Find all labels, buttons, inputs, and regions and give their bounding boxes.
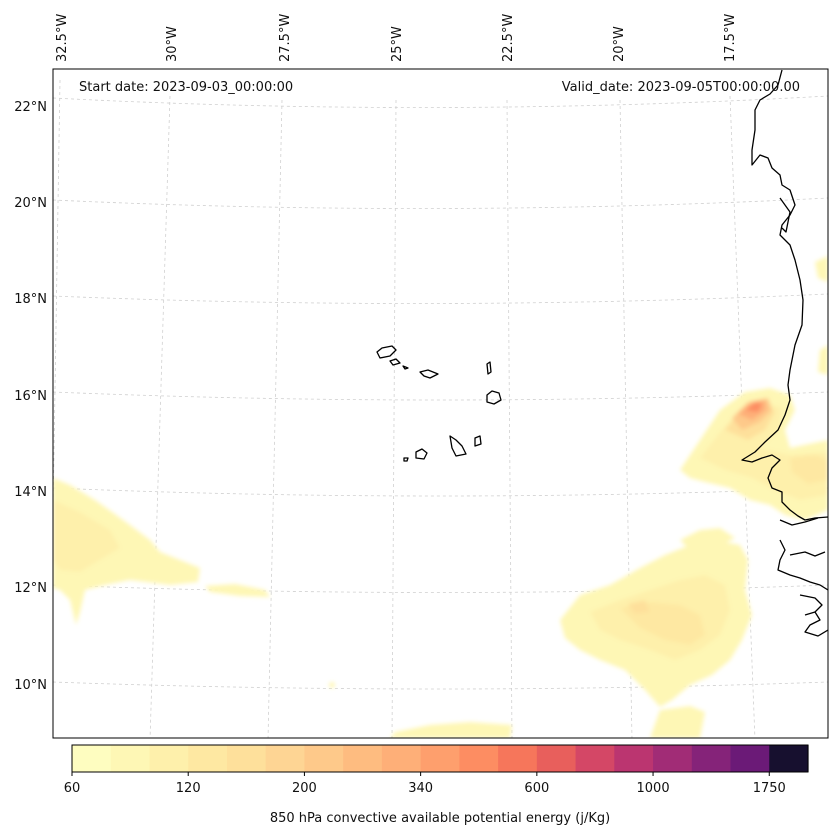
colorbar-segment xyxy=(536,745,577,772)
island-maio xyxy=(474,435,482,447)
lat-label: 14°N xyxy=(14,485,47,500)
lat-label: 18°N xyxy=(14,292,47,307)
island-boa-vista xyxy=(486,390,502,405)
map-frame xyxy=(52,68,829,739)
lon-label: 22.5°W xyxy=(501,14,516,62)
coastlines xyxy=(376,69,828,637)
colorbar-segment xyxy=(343,745,383,772)
colorbar-segment xyxy=(110,745,151,772)
colorbar-segment xyxy=(730,745,770,772)
lon-label: 25°W xyxy=(390,26,405,62)
island-sao-vicente xyxy=(389,358,401,366)
colorbar-tick-label: 60 xyxy=(64,781,81,796)
cape-region-northeast xyxy=(680,256,828,520)
cape-region-west xyxy=(53,478,335,688)
colorbar-segment xyxy=(653,745,693,772)
lat-label: 12°N xyxy=(14,581,47,596)
colorbar-segment xyxy=(769,745,809,772)
colorbar-tick-label: 600 xyxy=(524,781,549,796)
island-sal xyxy=(486,361,492,375)
island-santiago xyxy=(449,435,467,457)
colorbar-segment xyxy=(420,745,460,772)
gridlines xyxy=(53,79,828,738)
start-date-label: Start date: 2023-09-03_00:00:00 xyxy=(79,80,293,95)
cape-region-south xyxy=(390,706,705,738)
colorbar-segment xyxy=(149,745,189,772)
island-fogo xyxy=(415,448,428,460)
colorbar-tick-label: 1000 xyxy=(637,781,670,796)
africa-coastline xyxy=(741,69,828,521)
island-sao-nicolau xyxy=(419,369,439,379)
lon-label: 32.5°W xyxy=(55,14,70,62)
colorbar-tick-label: 1750 xyxy=(753,781,786,796)
colorbar-tick-label: 200 xyxy=(292,781,317,796)
valid-date-label: Valid_date: 2023-09-05T00:00:00.00 xyxy=(562,80,800,95)
colorbar-segment xyxy=(72,745,112,772)
longitude-labels: 32.5°W 30°W 27.5°W 25°W 22.5°W 20°W 17.5… xyxy=(55,14,738,62)
island-brava xyxy=(403,457,409,462)
colorbar-tick-label: 120 xyxy=(176,781,201,796)
lon-label: 17.5°W xyxy=(723,14,738,62)
colorbar-segment xyxy=(614,745,654,772)
colorbar-segment xyxy=(381,745,422,772)
colorbar-segment xyxy=(226,745,267,772)
lat-label: 16°N xyxy=(14,389,47,404)
cape-region-southeast xyxy=(560,528,752,707)
lat-label: 22°N xyxy=(14,100,47,115)
cape-field xyxy=(53,256,828,738)
lon-label: 27.5°W xyxy=(278,14,293,62)
colorbar-segment xyxy=(575,745,615,772)
lon-label: 30°W xyxy=(165,26,180,62)
lon-label: 20°W xyxy=(612,26,627,62)
colorbar-segment xyxy=(304,745,344,772)
island-santa-luzia xyxy=(402,365,409,370)
colorbar xyxy=(72,745,809,772)
latitude-labels: 22°N 20°N 18°N 16°N 14°N 12°N 10°N xyxy=(14,100,47,693)
colorbar-segment xyxy=(691,745,732,772)
colorbar-frame xyxy=(71,744,809,773)
lat-label: 20°N xyxy=(14,196,47,211)
colorbar-segment xyxy=(459,745,499,772)
colorbar-segment xyxy=(265,745,306,772)
colorbar-tick-label: 340 xyxy=(408,781,433,796)
lat-label: 10°N xyxy=(14,678,47,693)
colorbar-segment xyxy=(188,745,228,772)
island-santo-antao xyxy=(376,345,397,359)
colorbar-ticks: 60 120 200 340 600 1000 1750 xyxy=(64,772,786,796)
colorbar-label: 850 hPa convective available potential e… xyxy=(270,811,610,826)
colorbar-segment xyxy=(498,745,538,772)
